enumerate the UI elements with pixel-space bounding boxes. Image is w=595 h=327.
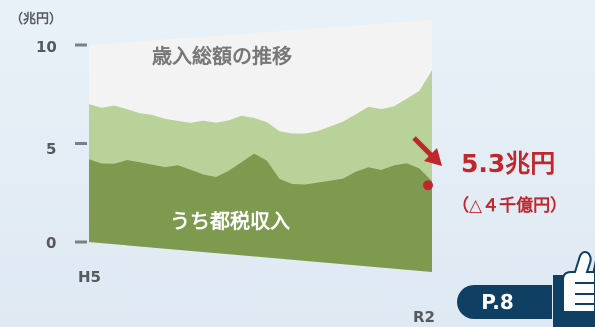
annotation-value: 5.3兆円 bbox=[461, 149, 556, 178]
annotation-arrow-head bbox=[424, 148, 442, 166]
x-label-start: H5 bbox=[78, 268, 101, 286]
page-8-button[interactable]: P.8 bbox=[457, 285, 552, 319]
total-revenue-label: 歳入総額の推移 bbox=[152, 44, 292, 68]
hand-pointer-icon[interactable] bbox=[562, 251, 595, 313]
annotation-change: （△４千億円） bbox=[452, 196, 568, 216]
annotation-arrow-shaft bbox=[412, 136, 434, 158]
y-tick-0: 0 bbox=[46, 234, 57, 252]
y-tick-5: 5 bbox=[46, 140, 57, 158]
x-label-end: R2 bbox=[413, 308, 435, 326]
tax-revenue-label: うち都税収入 bbox=[170, 209, 290, 233]
y-tick-10: 10 bbox=[36, 38, 57, 56]
tax-revenue-area bbox=[89, 153, 432, 272]
annotation-marker bbox=[423, 180, 433, 191]
unit-label: （兆円） bbox=[10, 12, 63, 27]
